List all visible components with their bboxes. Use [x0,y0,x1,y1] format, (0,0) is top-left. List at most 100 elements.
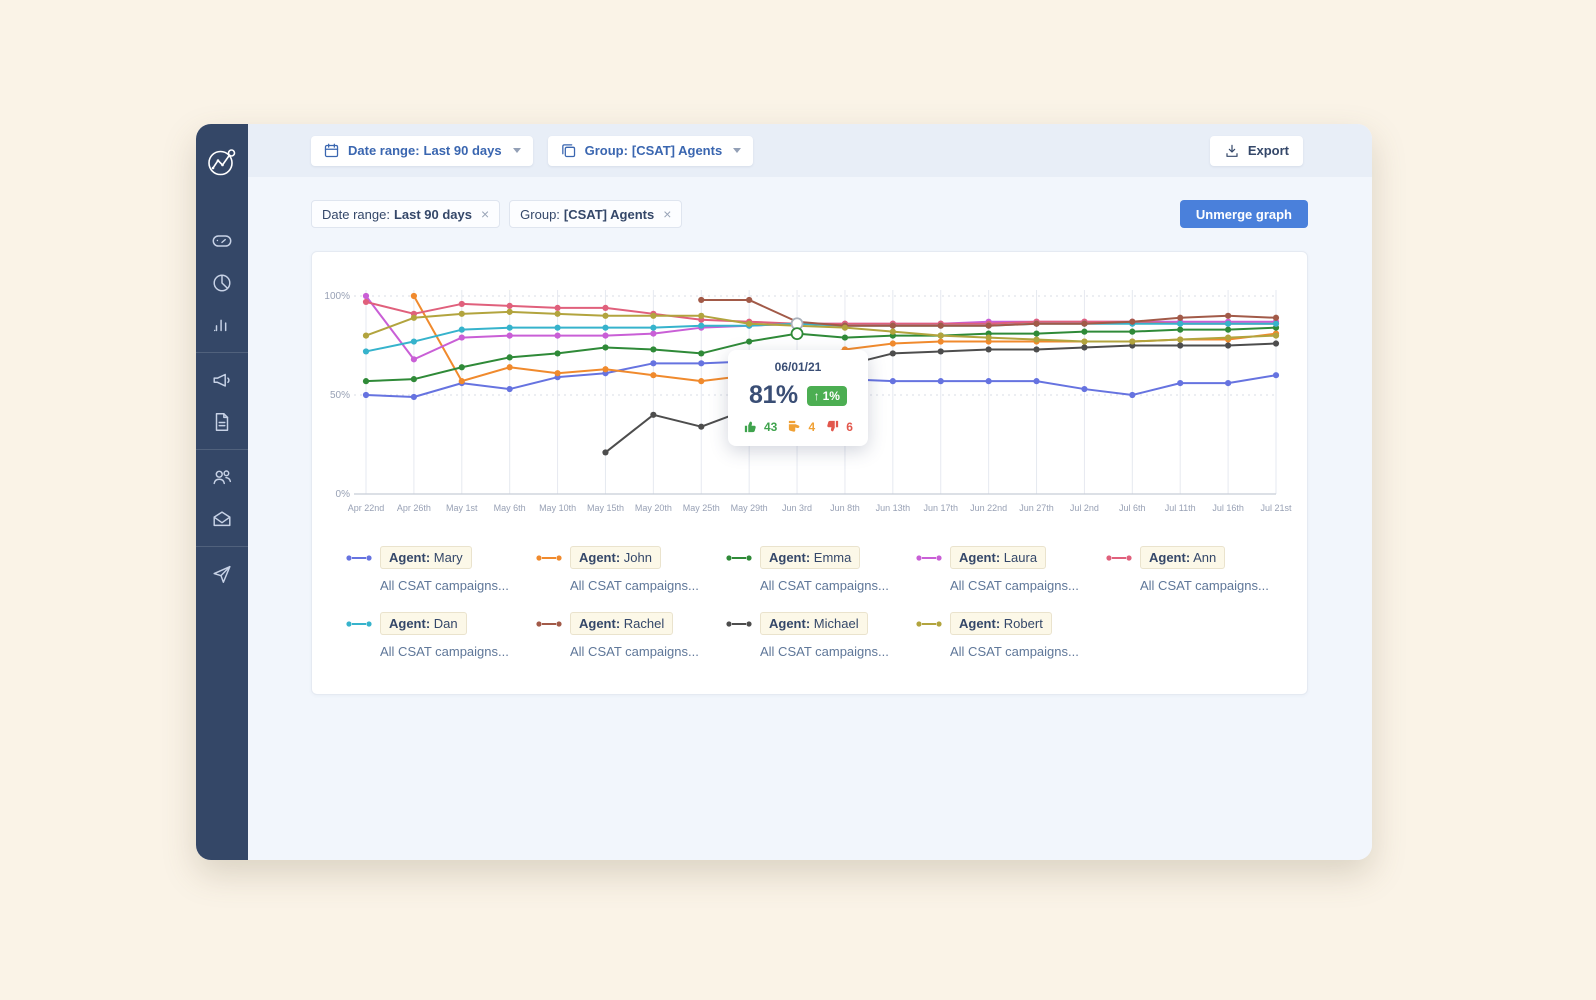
data-point[interactable] [554,324,561,331]
data-point[interactable] [985,346,992,353]
group-dropdown[interactable]: Group: [CSAT] Agents [547,135,754,166]
data-point[interactable] [1177,320,1184,327]
data-point[interactable] [458,378,465,385]
data-point[interactable] [698,360,705,367]
data-point[interactable] [1272,372,1280,379]
legend-campaigns-link[interactable]: All CSAT campaigns... [1140,578,1269,593]
data-point[interactable] [698,312,705,319]
data-point[interactable] [410,376,417,383]
data-point[interactable] [554,304,561,311]
filter-chip-date-range[interactable]: Date range: Last 90 days × [311,200,501,228]
legend-agent-chip[interactable]: Agent: John [570,546,661,569]
legend-campaigns-link[interactable]: All CSAT campaigns... [380,578,509,593]
data-point[interactable] [698,378,705,385]
data-point[interactable] [362,348,370,355]
data-point[interactable] [1033,346,1040,353]
data-point[interactable] [889,378,896,385]
legend-campaigns-link[interactable]: All CSAT campaigns... [760,578,889,593]
data-point[interactable] [410,292,417,300]
data-point[interactable] [362,298,370,306]
data-point[interactable] [506,332,513,339]
data-point[interactable] [889,350,896,357]
data-point[interactable] [602,312,609,319]
data-point[interactable] [1177,326,1184,333]
data-point[interactable] [554,310,561,317]
data-point[interactable] [1081,344,1088,351]
data-point[interactable] [554,350,561,357]
data-point[interactable] [1177,342,1184,349]
legend-campaigns-link[interactable]: All CSAT campaigns... [950,644,1079,659]
data-point[interactable] [841,324,849,331]
send-icon[interactable] [196,553,248,595]
legend-agent-chip[interactable]: Agent: Emma [760,546,861,569]
data-point[interactable] [1225,326,1232,333]
data-point[interactable] [650,346,657,353]
data-point[interactable] [1272,332,1280,339]
data-point[interactable] [602,332,609,339]
dashboard-gauge-icon[interactable] [196,220,248,262]
data-point[interactable] [410,356,417,363]
data-point[interactable] [1225,380,1232,387]
data-point[interactable] [410,314,417,321]
data-point[interactable] [602,366,609,373]
data-point[interactable] [1033,336,1040,343]
legend-agent-chip[interactable]: Agent: Rachel [570,612,674,635]
data-point[interactable] [889,328,896,335]
data-point[interactable] [410,338,417,345]
highlighted-point[interactable] [790,327,804,341]
data-point[interactable] [1033,320,1040,327]
legend-agent-chip[interactable]: Agent: Robert [950,612,1052,635]
data-point[interactable] [937,338,944,345]
data-point[interactable] [458,310,465,317]
data-point[interactable] [506,308,513,315]
data-point[interactable] [650,312,657,319]
data-point[interactable] [362,391,370,399]
legend-campaigns-link[interactable]: All CSAT campaigns... [570,644,699,659]
data-point[interactable] [1081,385,1088,393]
data-point[interactable] [1225,320,1232,327]
date-range-dropdown[interactable]: Date range: Last 90 days [311,135,533,166]
data-point[interactable] [362,378,370,385]
data-point[interactable] [1177,336,1184,343]
data-point[interactable] [362,292,370,300]
data-point[interactable] [506,385,513,393]
data-point[interactable] [698,322,705,329]
megaphone-icon[interactable] [196,359,248,401]
data-point[interactable] [698,350,705,357]
pie-chart-icon[interactable] [196,262,248,304]
data-point[interactable] [841,334,849,341]
data-point[interactable] [1033,330,1040,337]
data-point[interactable] [506,354,513,361]
legend-agent-chip[interactable]: Agent: Laura [950,546,1047,569]
data-point[interactable] [650,324,657,331]
data-point[interactable] [1272,314,1280,321]
data-point[interactable] [458,326,465,333]
data-point[interactable] [746,338,753,345]
data-point[interactable] [1272,340,1280,347]
data-point[interactable] [1129,328,1136,335]
legend-campaigns-link[interactable]: All CSAT campaigns... [570,578,699,593]
document-icon[interactable] [196,401,248,443]
data-point[interactable] [1225,334,1232,341]
data-point[interactable] [410,393,417,401]
legend-agent-chip[interactable]: Agent: Ann [1140,546,1226,569]
data-point[interactable] [937,322,944,329]
data-point[interactable] [985,334,992,341]
export-button[interactable]: Export [1209,135,1303,166]
data-point[interactable] [889,322,896,329]
data-point[interactable] [506,324,513,331]
data-point[interactable] [1129,391,1136,399]
data-point[interactable] [746,320,753,327]
legend-agent-chip[interactable]: Agent: Michael [760,612,868,635]
legend-campaigns-link[interactable]: All CSAT campaigns... [950,578,1079,593]
mail-icon[interactable] [196,498,248,540]
data-point[interactable] [698,296,705,304]
bar-chart-icon[interactable] [196,304,248,346]
legend-campaigns-link[interactable]: All CSAT campaigns... [760,644,889,659]
data-point[interactable] [506,302,513,309]
data-point[interactable] [1225,342,1232,349]
data-point[interactable] [1129,338,1136,345]
csat-line-chart[interactable]: Apr 22nd Apr 26th May 1st May 6th May 10th Ma… [312,252,1307,520]
data-point[interactable] [1081,338,1088,345]
data-point[interactable] [506,364,513,371]
